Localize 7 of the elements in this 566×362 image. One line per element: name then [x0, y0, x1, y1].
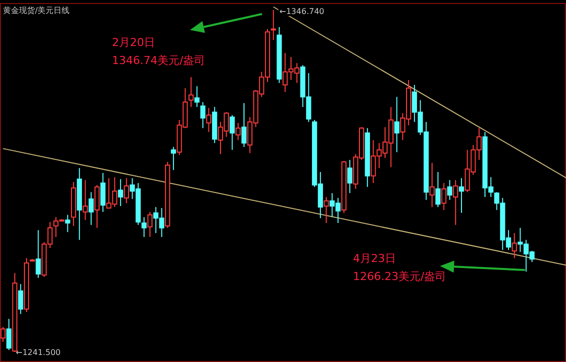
annotation: 2月20日	[112, 36, 155, 49]
annotation: ←1346.740	[279, 7, 324, 16]
annotation: ←1241.500	[16, 348, 61, 357]
annotation: 4月23日	[353, 252, 396, 265]
chart-title: 黄金现货/美元日线	[3, 6, 70, 15]
annotation: 1346.74美元/盎司	[112, 54, 206, 67]
annotation: 1266.23美元/盎司	[353, 270, 446, 283]
